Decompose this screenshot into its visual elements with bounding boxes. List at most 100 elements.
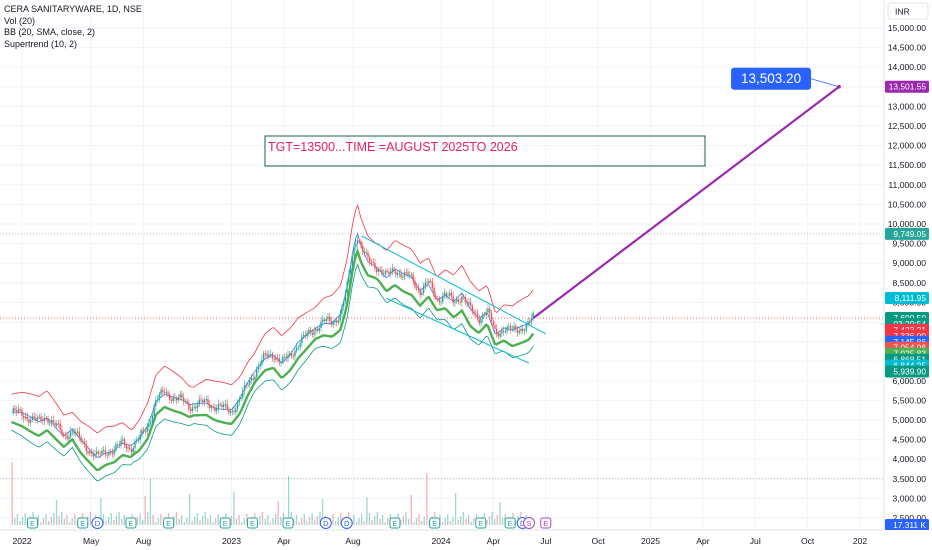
candle-body xyxy=(202,400,204,403)
volume-bar xyxy=(501,518,504,525)
candle-body xyxy=(99,453,101,455)
badge-background xyxy=(885,292,929,305)
time-tick-label: 2024 xyxy=(431,536,450,546)
volume-bar xyxy=(100,498,102,525)
indicator-vol[interactable]: Vol (20) xyxy=(4,15,36,26)
candle-body xyxy=(24,416,27,419)
candle-body xyxy=(475,312,477,314)
volume-bar xyxy=(136,517,139,525)
volume-bar xyxy=(157,518,159,525)
candle-body xyxy=(156,399,159,401)
price-tick-label: 2,500.00 xyxy=(893,513,927,523)
event-marker-e: E xyxy=(389,517,401,529)
volume-bar xyxy=(376,512,378,525)
candle-body xyxy=(422,285,425,293)
candle-body xyxy=(360,241,362,246)
volume-bar xyxy=(144,496,146,525)
candle-body xyxy=(405,272,407,274)
candle-body xyxy=(182,397,185,402)
candle-body xyxy=(268,354,270,357)
indicator-bollinger[interactable]: BB (20, SMA, close, 2) xyxy=(4,27,96,37)
candle-body xyxy=(162,389,164,392)
volume-bar xyxy=(421,521,423,525)
volume-bar xyxy=(457,520,459,525)
currency-button[interactable]: INR xyxy=(887,2,929,20)
candle-body xyxy=(445,293,447,296)
candle-body xyxy=(426,282,428,284)
candle-body xyxy=(170,399,173,401)
candle-body xyxy=(176,398,178,401)
candle-body xyxy=(203,399,206,403)
price-tick-label: 11,000.00 xyxy=(888,180,926,190)
candle-body xyxy=(313,331,315,335)
candle-body xyxy=(158,394,161,400)
candle-body xyxy=(45,418,48,419)
candle-body xyxy=(116,444,119,446)
event-marker-d: D xyxy=(91,517,104,529)
price-tick-label: 14,000.00 xyxy=(888,62,926,72)
candle-body xyxy=(442,296,444,302)
candle-body xyxy=(280,361,282,363)
event-marker-d: D xyxy=(319,517,332,529)
candle-body xyxy=(402,276,404,278)
candle-body xyxy=(146,427,148,432)
candle-body xyxy=(349,267,352,275)
candle-body xyxy=(200,399,202,401)
candle-body xyxy=(102,450,105,452)
candle-body xyxy=(410,274,413,276)
candle-body xyxy=(236,401,239,409)
volume-bar xyxy=(115,516,118,525)
candle-body xyxy=(186,401,188,403)
candle-body xyxy=(438,298,440,302)
price-tick-label: 8,500.00 xyxy=(893,278,927,288)
candle-body xyxy=(417,288,420,290)
time-tick-label: 202 xyxy=(853,536,868,546)
candle-body xyxy=(118,444,121,446)
candle-body xyxy=(527,321,529,325)
indicator-supertrend[interactable]: Supertrend (10, 2) xyxy=(4,38,78,49)
candle-body xyxy=(455,299,458,302)
volume-bar xyxy=(407,519,410,525)
price-tick-label: 9,000.00 xyxy=(893,258,927,268)
candle-body xyxy=(174,397,176,399)
candle-body xyxy=(137,439,140,441)
volume-bar xyxy=(160,514,162,525)
badge-background xyxy=(885,519,929,531)
time-tick-label: Oct xyxy=(591,536,605,546)
candle-body xyxy=(28,419,30,423)
candle-body xyxy=(276,357,279,359)
volume-bar xyxy=(154,522,157,525)
candle-body xyxy=(374,263,376,269)
candle-body xyxy=(443,293,446,297)
chart-legend: CERA SANITARYWARE, 1D, NSE Vol (20) BB (… xyxy=(4,4,142,50)
event-marker-square xyxy=(77,517,89,529)
candle-body xyxy=(480,318,482,324)
candle-body xyxy=(254,376,256,380)
time-tick-label: Jul xyxy=(540,536,551,546)
volume-bar xyxy=(199,520,201,525)
volume-bar xyxy=(418,514,420,525)
event-marker-square xyxy=(163,517,175,529)
candle-body xyxy=(398,273,400,275)
callout-leader-line xyxy=(810,78,840,88)
volume-bar xyxy=(340,513,342,525)
badge-label: 8,111.95 xyxy=(895,293,927,303)
candle-body xyxy=(26,416,28,420)
candle-body xyxy=(335,320,338,323)
volume-bar xyxy=(11,462,13,525)
volume-bar xyxy=(410,495,412,525)
volume-bar xyxy=(353,515,355,525)
volume-bar xyxy=(259,516,261,525)
time-tick-label: 2022 xyxy=(12,536,31,546)
candle-body xyxy=(309,329,312,334)
candle-body xyxy=(367,252,369,258)
candle-body xyxy=(302,335,305,337)
volume-bar xyxy=(454,493,457,525)
candle-body xyxy=(447,295,449,297)
event-marker-square xyxy=(26,517,38,529)
candle-body xyxy=(449,293,451,296)
candle-body xyxy=(459,301,461,303)
candle-body xyxy=(247,384,249,386)
candle-body xyxy=(504,331,507,333)
